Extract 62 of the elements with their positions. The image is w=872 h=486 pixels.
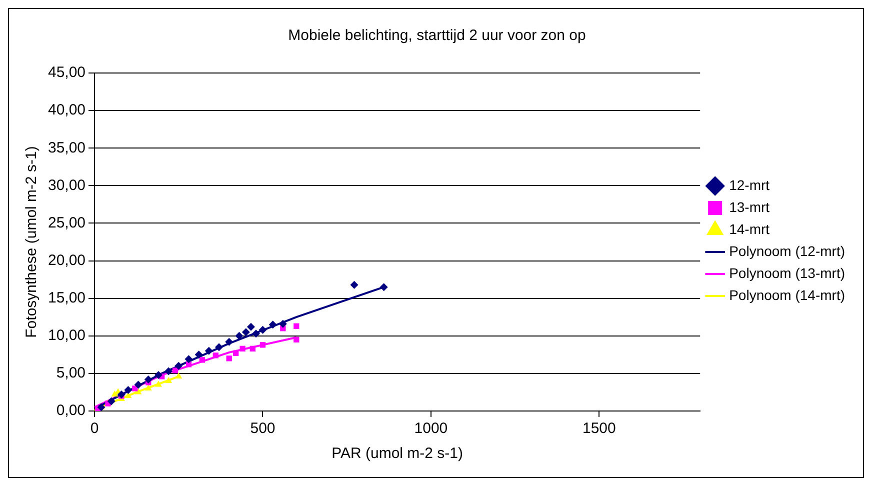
point [107,397,116,406]
legend-label: 13-mrt [729,198,770,215]
y-tick-label: 5,00 [56,364,86,382]
point [186,362,192,368]
point [278,320,287,328]
y-tick-label: 40,00 [48,102,86,119]
y-tick-label: 15,00 [48,289,86,306]
legend-label: Polynoom (14-mrt) [729,286,846,303]
y-tick-label: 0,00 [56,402,86,420]
chart-title: Mobiele belichting, starttijd 2 uur voor zon op [288,27,586,44]
point [199,357,206,363]
point [252,330,260,338]
x-tick-label: 500 [250,420,276,438]
point [242,328,250,336]
point [294,323,300,329]
x-tick-label: 0 [90,420,99,438]
point [172,368,178,374]
point [380,283,388,292]
y-tick-label: 20,00 [48,252,86,269]
point [235,332,244,340]
point [175,372,182,378]
legend-label: Polynoom (12-mrt) [729,242,846,259]
point [165,376,172,383]
point [294,336,300,342]
point [184,355,193,364]
point [134,380,142,389]
point [212,352,218,358]
y-tick-label: 25,00 [48,214,86,232]
y-tick-label: 10,00 [48,327,86,344]
point [225,338,234,346]
point [124,386,132,394]
point [154,370,162,379]
point [194,350,203,359]
x-tick-label: 1500 [582,420,616,438]
x-axis-title: PAR (umol m-2 s-1) [332,445,464,462]
point [260,342,266,348]
point [154,380,162,387]
y-axis-title: Fotosynthese (umol m-2 s-1) [23,146,40,338]
point [268,320,277,329]
point [174,362,183,370]
point [350,280,358,289]
x-tick-label: 1000 [414,420,448,438]
point [204,346,213,355]
point [233,350,239,356]
legend-label: 14-mrt [729,220,770,237]
y-tick-label: 35,00 [48,139,86,156]
point [132,386,138,392]
legend-label: 12-mrt [729,176,770,193]
point [246,322,255,331]
point [111,390,118,396]
y-tick-label: 45,00 [48,64,86,82]
y-tick-label: 30,00 [48,176,86,194]
point [215,343,224,352]
point [240,346,246,352]
point [250,346,256,352]
point [144,384,152,390]
point [117,390,126,398]
point [164,367,173,376]
legend-label: Polynoom (13-mrt) [729,264,846,281]
point [226,356,232,362]
point [258,326,267,334]
point [144,375,152,384]
